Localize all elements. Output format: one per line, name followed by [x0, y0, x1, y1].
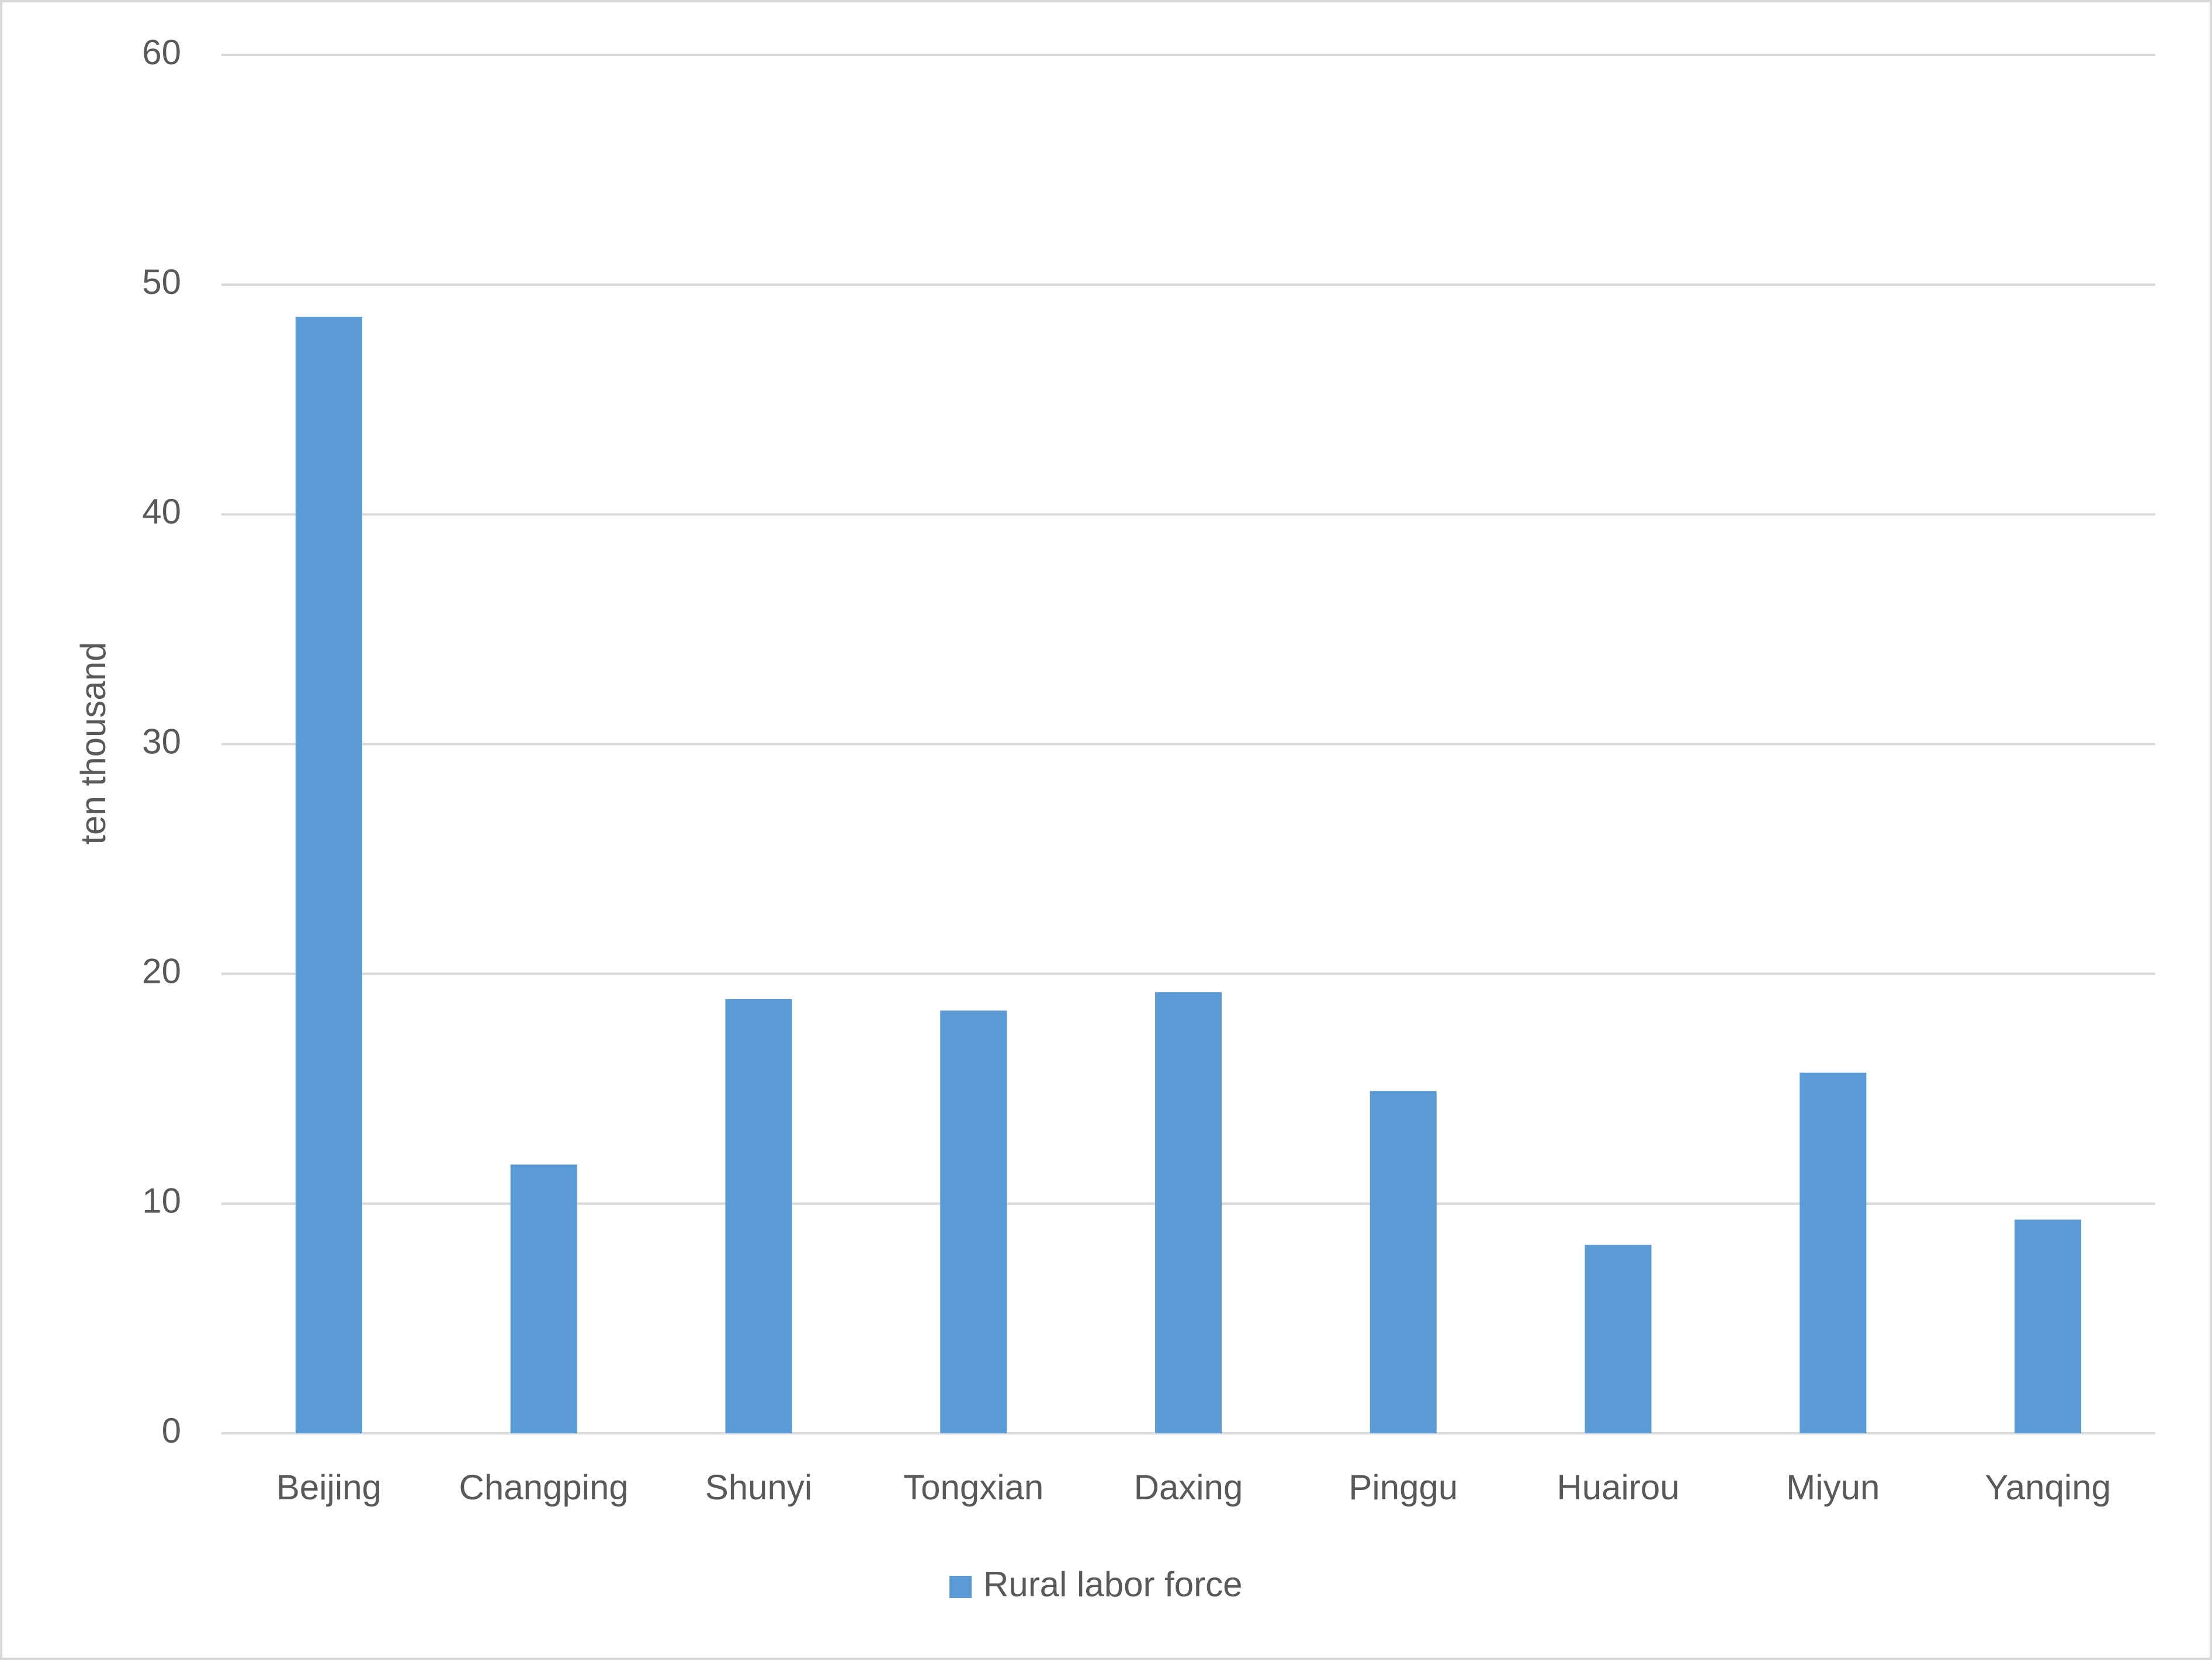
- y-tick-label: 40: [142, 492, 181, 531]
- y-tick-label: 50: [142, 262, 181, 301]
- x-tick-label: Huairou: [1556, 1468, 1679, 1507]
- bar: [295, 317, 362, 1434]
- x-tick-label: Pinggu: [1348, 1468, 1458, 1507]
- bar: [1154, 992, 1222, 1433]
- bar: [1585, 1245, 1652, 1433]
- x-tick-label: Miyun: [1786, 1468, 1880, 1507]
- y-tick-label: 0: [162, 1411, 181, 1450]
- bar: [510, 1164, 577, 1433]
- legend-swatch: [949, 1576, 972, 1598]
- y-tick-label: 10: [142, 1181, 181, 1221]
- x-tick-label: Changping: [459, 1468, 629, 1507]
- x-tick-label: Beijing: [276, 1468, 382, 1507]
- legend-label: Rural labor force: [983, 1565, 1243, 1604]
- bar: [725, 999, 792, 1433]
- bar: [940, 1010, 1007, 1433]
- bar: [2015, 1219, 2082, 1433]
- y-axis-label: ten thousand: [74, 642, 113, 845]
- x-tick-label: Tongxian: [903, 1468, 1043, 1507]
- x-tick-label: Daxing: [1134, 1468, 1243, 1507]
- y-tick-label: 60: [142, 33, 181, 72]
- y-tick-label: 20: [142, 952, 181, 991]
- bar: [1370, 1091, 1437, 1433]
- x-tick-label: Shunyi: [705, 1468, 812, 1507]
- bar: [1800, 1072, 1867, 1433]
- x-tick-label: Yanqing: [1985, 1468, 2111, 1507]
- y-tick-label: 30: [142, 722, 181, 761]
